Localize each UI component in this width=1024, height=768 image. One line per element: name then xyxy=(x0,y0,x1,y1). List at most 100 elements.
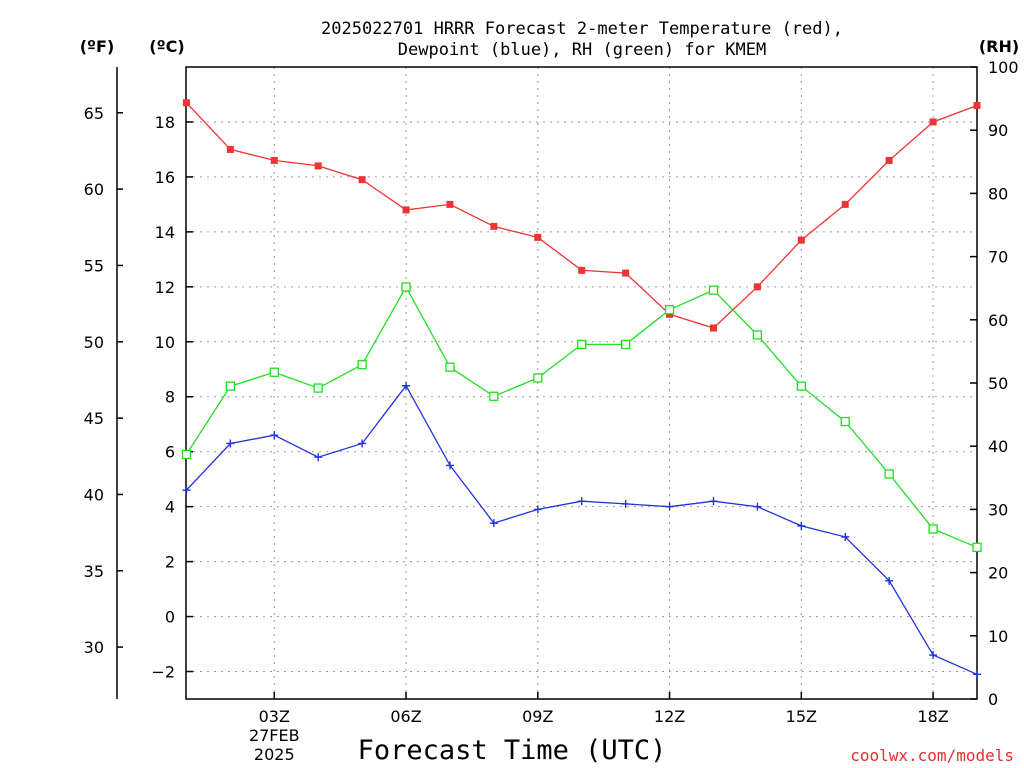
rh-tick-label: 10 xyxy=(988,627,1008,646)
rh-tick-label: 80 xyxy=(988,184,1008,203)
dewpoint-point xyxy=(665,502,674,511)
dewpoint-point xyxy=(489,519,498,528)
rh-point xyxy=(269,367,279,377)
temperature-point xyxy=(490,222,498,230)
dewpoint-point xyxy=(753,502,762,511)
rh-point xyxy=(181,449,192,460)
temperature-point xyxy=(929,118,937,126)
temperature-point xyxy=(753,283,761,291)
chart-title-line-1: 2025022701 HRRR Forecast 2-meter Tempera… xyxy=(321,19,843,39)
x-tick-label-line: 18Z xyxy=(917,707,948,726)
celsius-tick-label: 2 xyxy=(165,553,175,572)
rh-point xyxy=(313,383,323,393)
x-tick-label: 09Z xyxy=(522,707,553,726)
dewpoint-point xyxy=(314,453,323,462)
dewpoint-point xyxy=(577,497,586,506)
fahrenheit-tick-label: 50 xyxy=(84,333,104,352)
celsius-tick-label: 6 xyxy=(165,443,175,462)
temperature-point xyxy=(885,156,893,164)
fahrenheit-tick-label: 65 xyxy=(84,104,104,123)
x-tick-label-line: 15Z xyxy=(786,707,817,726)
chart-title-line-2: Dewpoint (blue), RH (green) for KMEM xyxy=(398,40,766,60)
x-tick-label-line: 12Z xyxy=(654,707,685,726)
dewpoint-line xyxy=(185,384,978,675)
temperature-point xyxy=(314,162,322,170)
rh-point xyxy=(620,339,631,350)
rh-tick-label: 50 xyxy=(988,374,1008,393)
rh-tick-label: 90 xyxy=(988,121,1008,140)
rh-series xyxy=(181,282,982,552)
dewpoint-point xyxy=(533,505,542,514)
temperature-point xyxy=(182,99,190,107)
x-tick-label: 15Z xyxy=(786,707,817,726)
temperature-point xyxy=(622,269,630,277)
fahrenheit-tick-label: 55 xyxy=(84,256,104,275)
temperature-line xyxy=(185,102,978,329)
temperature-point xyxy=(270,156,278,164)
x-tick-label-line: 27FEB xyxy=(249,726,300,745)
rh-tick-label: 30 xyxy=(988,500,1008,519)
x-tick-label-line: 06Z xyxy=(390,707,421,726)
dewpoint-point xyxy=(445,461,454,470)
celsius-tick-label: 0 xyxy=(165,608,175,627)
fahrenheit-tick-label: 35 xyxy=(84,562,104,581)
rh-point xyxy=(708,285,719,295)
x-tick-label-line: 03Z xyxy=(259,707,290,726)
rh-point xyxy=(577,339,587,350)
celsius-tick-label: 10 xyxy=(155,333,175,352)
temperature-point xyxy=(226,145,234,153)
celsius-tick-label: 8 xyxy=(165,388,175,407)
temperature-point xyxy=(402,206,410,214)
rh-tick-label: 40 xyxy=(988,437,1008,456)
x-tick-label: 12Z xyxy=(654,707,685,726)
x-axis-title: Forecast Time (UTC) xyxy=(358,735,667,766)
dewpoint-point xyxy=(402,381,411,390)
dewpoint-series xyxy=(182,381,981,679)
rh-point xyxy=(533,373,543,383)
rh-tick-label: 0 xyxy=(988,690,998,709)
rh-point xyxy=(664,305,675,315)
celsius-tick-label: 18 xyxy=(155,113,175,132)
temperature-point xyxy=(841,200,849,208)
x-tick-label: 06Z xyxy=(390,707,421,726)
rh-point xyxy=(972,542,982,552)
temperature-point xyxy=(446,200,454,208)
celsius-tick-label: 4 xyxy=(165,498,175,517)
dewpoint-point xyxy=(182,486,191,495)
rh-tick-label: 70 xyxy=(988,248,1008,267)
rh-point xyxy=(752,330,763,340)
rh-point xyxy=(357,360,367,370)
data-series xyxy=(181,99,982,679)
temperature-point xyxy=(534,233,542,241)
dewpoint-point xyxy=(929,651,938,660)
fahrenheit-tick-label: 30 xyxy=(84,638,104,657)
dewpoint-point xyxy=(709,497,718,506)
dewpoint-point xyxy=(358,439,367,448)
source-credit: coolwx.com/models xyxy=(850,746,1014,765)
temperature-point xyxy=(358,176,366,184)
rh-axis-label: (RH) xyxy=(979,37,1019,56)
celsius-tick-label: 16 xyxy=(155,168,175,187)
rh-line xyxy=(185,285,978,548)
temperature-series xyxy=(182,99,981,332)
rh-tick-label: 100 xyxy=(988,58,1019,77)
chart-title: 2025022701 HRRR Forecast 2-meter Tempera… xyxy=(321,19,843,60)
rh-tick-label: 20 xyxy=(988,564,1008,583)
axes xyxy=(116,66,978,700)
rh-tick-label: 60 xyxy=(988,311,1008,330)
rh-point xyxy=(445,362,455,372)
rh-point xyxy=(840,416,850,427)
temperature-point xyxy=(797,236,805,244)
rh-point xyxy=(884,469,894,479)
temperature-point xyxy=(973,101,981,109)
celsius-tick-label: 14 xyxy=(155,223,175,242)
fahrenheit-tick-label: 60 xyxy=(84,180,104,199)
x-tick-label-line: 09Z xyxy=(522,707,553,726)
x-tick-label: 03Z 27FEB 2025 xyxy=(249,707,300,764)
x-tick-label-line: 2025 xyxy=(254,745,295,764)
temperature-point xyxy=(578,266,586,274)
rh-point xyxy=(928,524,938,534)
fahrenheit-tick-label: 45 xyxy=(84,409,104,428)
dewpoint-point xyxy=(885,576,894,585)
